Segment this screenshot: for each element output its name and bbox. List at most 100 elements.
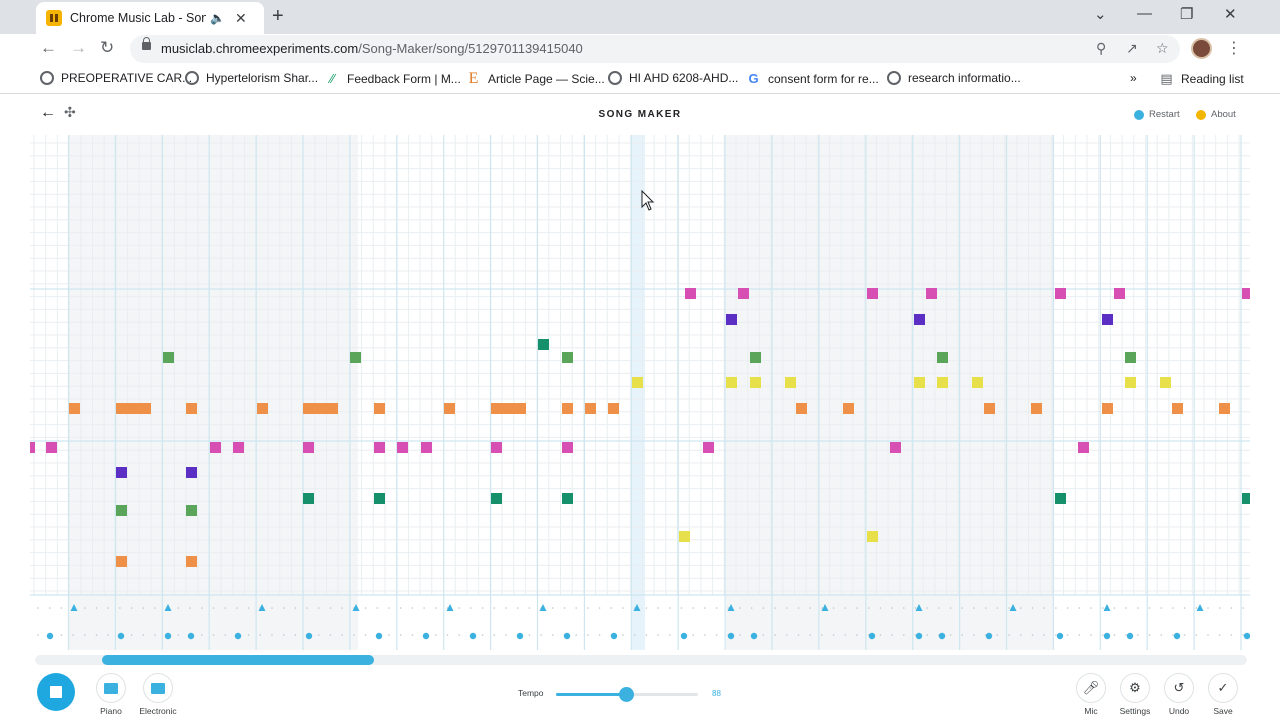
- note[interactable]: [937, 377, 948, 388]
- note[interactable]: [186, 505, 197, 516]
- note[interactable]: [608, 403, 619, 414]
- menu-kebab-icon[interactable]: ⋮: [1226, 40, 1242, 57]
- note[interactable]: [1078, 442, 1089, 453]
- piano-instrument-button[interactable]: [96, 673, 126, 703]
- note[interactable]: [1125, 377, 1136, 388]
- note[interactable]: [421, 442, 432, 453]
- note[interactable]: [984, 403, 995, 414]
- note[interactable]: [257, 403, 268, 414]
- note[interactable]: [163, 352, 174, 363]
- stop-button[interactable]: [37, 673, 75, 711]
- note[interactable]: [738, 288, 749, 299]
- rhythm-circle[interactable]: [117, 632, 125, 640]
- note[interactable]: [703, 442, 714, 453]
- rhythm-circle[interactable]: [469, 632, 477, 640]
- bookmark-item[interactable]: E Article Page — Scie...: [466, 71, 605, 87]
- note-grid[interactable]: [30, 135, 1250, 650]
- note[interactable]: [1125, 352, 1136, 363]
- tempo-slider[interactable]: [556, 687, 698, 702]
- note[interactable]: [726, 377, 737, 388]
- save-button[interactable]: ✓: [1208, 673, 1238, 703]
- rhythm-circle[interactable]: [422, 632, 430, 640]
- note[interactable]: [1031, 403, 1042, 414]
- rhythm-circle[interactable]: [868, 632, 876, 640]
- share-icon[interactable]: ↗: [1126, 40, 1138, 56]
- note[interactable]: [926, 288, 937, 299]
- tempo-slider-knob[interactable]: [618, 687, 634, 702]
- note[interactable]: [1219, 403, 1230, 414]
- rhythm-circle[interactable]: [563, 632, 571, 640]
- rhythm-triangle[interactable]: [633, 604, 641, 611]
- note-grid-canvas[interactable]: [30, 135, 1250, 650]
- note[interactable]: [1242, 288, 1250, 299]
- note[interactable]: [1160, 377, 1171, 388]
- rhythm-circle[interactable]: [1103, 632, 1111, 640]
- note[interactable]: [303, 403, 338, 414]
- mic-button[interactable]: 🎤︎: [1076, 673, 1106, 703]
- zoom-icon[interactable]: ⚲: [1096, 40, 1107, 56]
- rhythm-triangle[interactable]: [446, 604, 454, 611]
- lock-icon[interactable]: [142, 37, 151, 50]
- rhythm-triangle[interactable]: [727, 604, 735, 611]
- move-icon[interactable]: ✣: [64, 104, 76, 120]
- electronic-instrument-button[interactable]: [143, 673, 173, 703]
- bookmarks-overflow[interactable]: »: [1130, 71, 1137, 85]
- rhythm-circle[interactable]: [234, 632, 242, 640]
- note[interactable]: [538, 339, 549, 350]
- about-button[interactable]: About: [1196, 109, 1236, 120]
- note[interactable]: [750, 377, 761, 388]
- note[interactable]: [374, 493, 385, 504]
- rhythm-circle[interactable]: [46, 632, 54, 640]
- note[interactable]: [186, 556, 197, 567]
- note[interactable]: [186, 467, 197, 478]
- scroll-thumb[interactable]: [102, 655, 374, 665]
- rhythm-triangle[interactable]: [1103, 604, 1111, 611]
- minimize-icon[interactable]: —: [1137, 5, 1152, 22]
- rhythm-circle[interactable]: [750, 632, 758, 640]
- rhythm-circle[interactable]: [164, 632, 172, 640]
- settings-button[interactable]: ⚙: [1120, 673, 1150, 703]
- rhythm-circle[interactable]: [305, 632, 313, 640]
- back-arrow-icon[interactable]: ←: [40, 104, 56, 121]
- speaker-icon[interactable]: 🔈: [210, 11, 225, 25]
- rhythm-triangle[interactable]: [539, 604, 547, 611]
- restart-button[interactable]: Restart: [1134, 109, 1180, 120]
- note[interactable]: [444, 403, 455, 414]
- note[interactable]: [914, 314, 925, 325]
- note[interactable]: [750, 352, 761, 363]
- note[interactable]: [1102, 403, 1113, 414]
- note[interactable]: [562, 352, 573, 363]
- note[interactable]: [303, 493, 314, 504]
- note[interactable]: [30, 442, 35, 453]
- note[interactable]: [491, 442, 502, 453]
- note[interactable]: [350, 352, 361, 363]
- close-window-icon[interactable]: ✕: [1224, 6, 1237, 23]
- rhythm-circle[interactable]: [985, 632, 993, 640]
- rhythm-triangle[interactable]: [1009, 604, 1017, 611]
- note[interactable]: [562, 493, 573, 504]
- profile-avatar[interactable]: [1191, 38, 1212, 59]
- rhythm-triangle[interactable]: [1196, 604, 1204, 611]
- tab-search-icon[interactable]: ⌄: [1094, 6, 1107, 23]
- url-text[interactable]: musiclab.chromeexperiments.com/Song-Make…: [161, 41, 583, 56]
- note[interactable]: [186, 403, 197, 414]
- note[interactable]: [116, 556, 127, 567]
- note[interactable]: [69, 403, 80, 414]
- rhythm-circle[interactable]: [680, 632, 688, 640]
- rhythm-circle[interactable]: [727, 632, 735, 640]
- note[interactable]: [890, 442, 901, 453]
- rhythm-triangle[interactable]: [258, 604, 266, 611]
- rhythm-triangle[interactable]: [164, 604, 172, 611]
- forward-icon[interactable]: →: [70, 38, 87, 57]
- restore-window-icon[interactable]: ❐: [1180, 6, 1194, 23]
- rhythm-circle[interactable]: [1056, 632, 1064, 640]
- note[interactable]: [1102, 314, 1113, 325]
- reload-icon[interactable]: ↻: [100, 38, 115, 57]
- note[interactable]: [46, 442, 57, 453]
- note[interactable]: [491, 493, 502, 504]
- rhythm-circle[interactable]: [187, 632, 195, 640]
- rhythm-circle[interactable]: [1243, 632, 1250, 640]
- bookmark-item[interactable]: HI AHD 6208-AHD...: [608, 71, 738, 85]
- note[interactable]: [867, 288, 878, 299]
